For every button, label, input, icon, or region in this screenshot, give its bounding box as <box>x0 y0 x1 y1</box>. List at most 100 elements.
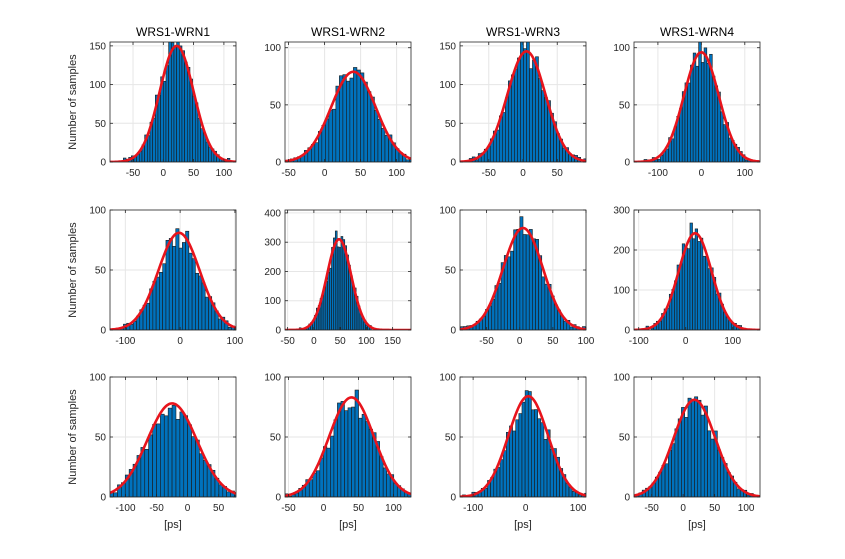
x-tick-label: 100 <box>227 336 244 347</box>
histogram-bar <box>544 97 548 162</box>
histogram-bar <box>690 400 695 497</box>
histogram-bar <box>144 449 149 497</box>
y-axis-label: Number of samples <box>67 222 79 318</box>
histogram-bar <box>204 296 209 330</box>
histogram-bar <box>323 446 328 497</box>
x-tick-label: 100 <box>358 336 375 347</box>
histogram-bars <box>640 222 745 330</box>
histogram-bar <box>736 488 741 497</box>
histogram-bar <box>202 460 208 497</box>
histogram-bar <box>505 97 509 162</box>
histogram-bar <box>699 237 704 330</box>
histogram-bar <box>698 42 702 162</box>
histogram-bar <box>163 80 167 162</box>
histogram-bar <box>710 438 715 497</box>
histogram-bar <box>205 141 209 162</box>
histogram-bar <box>199 453 204 497</box>
histogram-bar <box>495 129 500 162</box>
subplot-0-2: -50 0 50 0 50 100 150 WRS1-WRN3 <box>439 25 587 179</box>
histogram-bar <box>671 443 676 497</box>
x-tick-label: 0 <box>321 503 327 514</box>
x-tick-label: -50 <box>280 336 295 347</box>
histogram-bar <box>152 424 157 497</box>
histogram-bar <box>377 119 382 162</box>
histogram-bar <box>113 492 118 497</box>
histogram-bar <box>692 52 697 162</box>
normal-fit-curve <box>110 402 236 495</box>
histogram-bar <box>701 62 705 162</box>
histogram-bar <box>523 48 527 162</box>
x-tick-label: 0 <box>520 168 526 179</box>
histogram-bar <box>511 74 515 162</box>
histogram-bars <box>460 216 586 330</box>
y-tick-label: 100 <box>439 373 456 384</box>
histogram-bar <box>234 494 236 497</box>
histogram-bar <box>328 109 333 162</box>
x-axis-label: [ps] <box>339 519 357 531</box>
histogram-bar <box>319 457 324 497</box>
histogram-bar <box>711 75 716 162</box>
histogram-bar <box>684 417 689 497</box>
histogram-bar <box>541 90 545 162</box>
y-tick-label: 50 <box>270 100 282 111</box>
x-tick-label: 100 <box>738 503 755 514</box>
histogram-bar <box>191 258 196 330</box>
y-tick-label: 100 <box>264 43 281 54</box>
histogram-bar <box>160 413 165 497</box>
subplot-title: WRS1-WRN4 <box>660 25 734 39</box>
y-tick-label: 200 <box>613 246 630 257</box>
histogram-bar <box>491 298 496 330</box>
histogram-bar <box>179 45 183 162</box>
histogram-bar <box>715 293 719 330</box>
histogram-bars <box>298 230 372 330</box>
histogram-bars <box>462 390 586 497</box>
x-tick-label: -100 <box>115 336 135 347</box>
histogram-bar <box>129 324 134 330</box>
histogram-bar <box>502 450 507 497</box>
histogram-bar <box>147 135 151 162</box>
subplot-title: WRS1-WRN2 <box>311 25 385 39</box>
histogram-bar <box>227 326 232 330</box>
histogram-bar <box>175 419 181 497</box>
histogram-bar <box>484 487 488 497</box>
y-tick-label: 50 <box>619 433 631 444</box>
x-tick-label: 100 <box>570 503 587 514</box>
x-tick-label: 0 <box>177 336 183 347</box>
normal-fit-curve <box>460 226 586 330</box>
y-tick-label: 50 <box>95 433 107 444</box>
x-axis-label: [ps] <box>514 519 532 531</box>
histogram-bar <box>332 108 337 162</box>
subplot-2-2: -100 0 100 0 50 100 [ps] <box>439 373 587 532</box>
histogram-bar <box>531 409 535 497</box>
histogram-bar <box>381 128 386 162</box>
histogram-bar <box>697 399 702 497</box>
y-tick-label: 300 <box>613 206 630 217</box>
x-tick-label: -50 <box>281 168 296 179</box>
histogram-bar <box>165 240 170 330</box>
x-tick-label: 100 <box>216 168 233 179</box>
subplot-title: WRS1-WRN1 <box>136 25 210 39</box>
histogram-bar <box>246 495 250 497</box>
y-tick-label: 100 <box>613 286 630 297</box>
histogram-bar <box>527 391 532 497</box>
axes-box <box>284 41 412 163</box>
histogram-bar <box>244 328 247 330</box>
histogram-bar <box>549 448 554 497</box>
histogram-bar <box>694 396 699 497</box>
y-tick-label: 100 <box>264 373 281 384</box>
histogram-bar <box>356 69 361 162</box>
histogram-bars <box>285 67 411 162</box>
subplot-title: WRS1-WRN3 <box>486 25 560 39</box>
histogram-bar <box>707 430 712 497</box>
y-tick-label: 100 <box>264 296 281 307</box>
histogram-bar <box>171 42 175 162</box>
histogram-bar <box>198 275 203 330</box>
histogram-bar <box>330 435 335 497</box>
subplot-0-3: -100 0 100 0 50 100 WRS1-WRN4 <box>613 25 761 179</box>
x-tick-label: -50 <box>126 168 141 179</box>
histogram-bar <box>707 268 711 330</box>
x-tick-label: 0 <box>517 336 523 347</box>
x-tick-label: 0 <box>683 336 689 347</box>
